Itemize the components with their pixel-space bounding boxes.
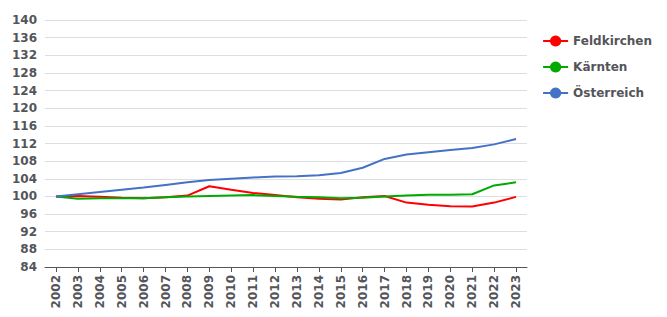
- svg-text:2014: 2014: [312, 275, 326, 308]
- svg-text:2002: 2002: [49, 275, 63, 308]
- svg-text:104: 104: [12, 172, 37, 186]
- svg-text:116: 116: [12, 119, 37, 133]
- svg-text:Kärnten: Kärnten: [573, 60, 627, 74]
- svg-text:112: 112: [12, 137, 37, 151]
- svg-text:128: 128: [12, 66, 37, 80]
- svg-text:Feldkirchen: Feldkirchen: [573, 34, 652, 48]
- svg-text:2007: 2007: [159, 275, 173, 308]
- svg-text:84: 84: [20, 260, 37, 274]
- svg-text:2009: 2009: [202, 275, 216, 308]
- svg-text:124: 124: [12, 84, 37, 98]
- svg-text:2016: 2016: [356, 275, 370, 308]
- svg-text:2013: 2013: [290, 275, 304, 308]
- svg-text:2015: 2015: [334, 275, 348, 308]
- svg-text:2017: 2017: [378, 275, 392, 308]
- svg-text:120: 120: [12, 101, 37, 115]
- svg-text:88: 88: [20, 242, 37, 256]
- svg-text:96: 96: [20, 207, 37, 221]
- svg-text:2005: 2005: [115, 275, 129, 308]
- svg-text:100: 100: [12, 189, 37, 203]
- svg-text:2018: 2018: [400, 275, 414, 308]
- svg-text:2004: 2004: [93, 275, 107, 308]
- svg-text:140: 140: [12, 13, 37, 27]
- svg-text:2019: 2019: [421, 275, 435, 308]
- svg-text:92: 92: [20, 225, 37, 239]
- svg-text:2023: 2023: [509, 275, 523, 308]
- svg-text:2020: 2020: [443, 275, 457, 308]
- svg-text:2021: 2021: [465, 275, 479, 308]
- svg-text:Österreich: Österreich: [573, 85, 644, 100]
- svg-text:2006: 2006: [137, 275, 151, 308]
- svg-text:2022: 2022: [487, 275, 501, 308]
- svg-text:2003: 2003: [71, 275, 85, 308]
- svg-text:2012: 2012: [268, 275, 282, 308]
- svg-text:2010: 2010: [224, 275, 238, 308]
- svg-text:136: 136: [12, 31, 37, 45]
- svg-text:108: 108: [12, 154, 37, 168]
- svg-text:132: 132: [12, 48, 37, 62]
- svg-text:2011: 2011: [246, 275, 260, 308]
- svg-text:2008: 2008: [180, 275, 194, 308]
